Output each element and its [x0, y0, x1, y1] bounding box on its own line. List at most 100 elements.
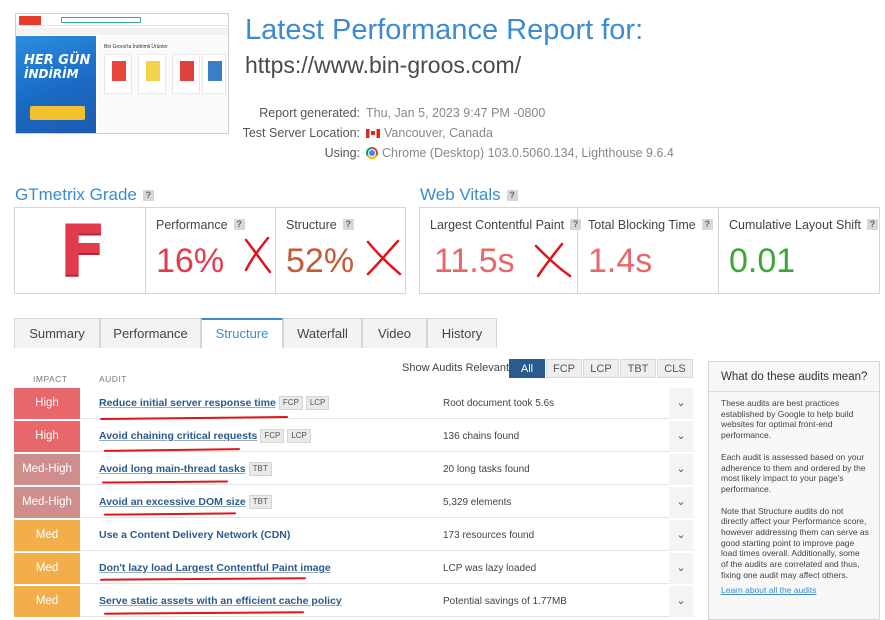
cls-value: 0.01 [729, 242, 796, 280]
vitals-box: Largest Contentful Paint? 11.5s Total Bl… [419, 207, 880, 294]
chevron-down-icon[interactable]: ⌄ [669, 586, 693, 617]
audit-row[interactable]: Med-High Avoid long main-thread tasks TBT… [14, 454, 694, 485]
audit-info-panel: What do these audits mean? These audits … [708, 361, 880, 620]
audit-name[interactable]: Avoid an excessive DOM size TBT [99, 487, 272, 518]
performance-label: Performance? [156, 218, 245, 232]
help-icon[interactable]: ? [570, 219, 582, 230]
help-icon[interactable]: ? [506, 190, 518, 201]
help-icon[interactable]: ? [233, 219, 245, 230]
audit-row[interactable]: High Reduce initial server response time… [14, 388, 694, 419]
audit-filter-label: Show Audits Relevant to [402, 362, 522, 374]
audit-result: Potential savings of 1.77MB [443, 596, 567, 607]
meta-value: Chrome (Desktop) 103.0.5060.134, Lightho… [382, 146, 674, 160]
tbt-value: 1.4s [588, 242, 653, 280]
filter-fcp-button[interactable]: FCP [546, 359, 582, 378]
tab-structure[interactable]: Structure [201, 318, 283, 349]
audit-name[interactable]: Reduce initial server response time FCP LC… [99, 388, 330, 419]
help-icon[interactable]: ? [701, 219, 713, 230]
help-icon[interactable]: ? [142, 190, 154, 201]
thumb-banner: HER GÜN İNDİRİM [16, 36, 96, 133]
chevron-down-icon[interactable]: ⌄ [669, 421, 693, 452]
impact-column-header: IMPACT [33, 374, 68, 384]
structure-label: Structure? [286, 218, 354, 232]
tbt-cell: Total Blocking Time? 1.4s [578, 208, 719, 293]
thumb-logo [19, 16, 41, 25]
audit-tag: FCP [278, 396, 303, 410]
audit-row[interactable]: Med Use a Content Delivery Network (CDN)… [14, 520, 694, 551]
chevron-down-icon[interactable]: ⌄ [669, 553, 693, 584]
thumb-product-panel: Bin Groos'ta İndirimli Ürünler [98, 36, 228, 133]
audit-name[interactable]: Avoid chaining critical requests FCP LCP [99, 421, 311, 452]
audit-tag: TBT [248, 462, 272, 476]
lcp-label: Largest Contentful Paint? [430, 218, 582, 232]
meta-row-using: Using: Chrome (Desktop) 103.0.5060.134, L… [240, 144, 674, 164]
impact-badge: High [14, 421, 80, 452]
meta-label: Test Server Location: [242, 126, 360, 140]
audit-name[interactable]: Avoid long main-thread tasks TBT [99, 454, 272, 485]
tab-performance[interactable]: Performance [100, 318, 201, 348]
chevron-down-icon[interactable]: ⌄ [669, 520, 693, 551]
cls-cell: Cumulative Layout Shift? 0.01 [719, 208, 879, 293]
audit-row[interactable]: High Avoid chaining critical requests FCP… [14, 421, 694, 452]
report-title: Latest Performance Report for: [245, 14, 644, 46]
audit-result: 136 chains found [443, 431, 520, 442]
canada-flag-icon [366, 129, 380, 138]
audit-row[interactable]: Med-High Avoid an excessive DOM size TBT … [14, 487, 694, 518]
red-x-annotation [244, 236, 272, 274]
thumb-product [104, 54, 132, 94]
tab-video[interactable]: Video [362, 318, 427, 348]
thumb-banner-text-2: İNDİRİM [24, 67, 79, 81]
filter-lcp-button[interactable]: LCP [583, 359, 619, 378]
tab-history[interactable]: History [427, 318, 497, 348]
audit-name[interactable]: Don't lazy load Largest Contentful Paint… [99, 562, 331, 574]
chrome-icon [366, 147, 378, 159]
website-screenshot-thumbnail: HER GÜN İNDİRİM Bin Groos'ta İndirimli Ü… [15, 13, 229, 134]
impact-badge: Med [14, 520, 80, 551]
impact-badge: Med [14, 586, 80, 617]
filter-all-button[interactable]: All [509, 359, 545, 378]
audit-result: 173 resources found [443, 530, 535, 541]
learn-audits-link[interactable]: Learn about all the audits [721, 584, 817, 595]
audit-result: Root document took 5.6s [443, 398, 555, 409]
report-tabs: Summary Performance Structure Waterfall … [14, 318, 880, 349]
vitals-section-title: Web Vitals? [420, 185, 518, 205]
help-icon[interactable]: ? [342, 219, 354, 230]
structure-score-cell: Structure? 52% [276, 208, 405, 293]
meta-row-location: Test Server Location: Vancouver, Canada [240, 124, 674, 144]
audit-column-header: AUDIT [99, 374, 127, 384]
red-x-annotation [534, 242, 572, 278]
lcp-cell: Largest Contentful Paint? 11.5s [420, 208, 582, 293]
thumb-product [172, 54, 200, 94]
audit-tag: TBT [248, 495, 272, 509]
report-url: https://www.bin-groos.com/ [245, 52, 522, 78]
meta-row-generated: Report generated: Thu, Jan 5, 2023 9:47 P… [240, 104, 674, 124]
info-paragraph: These audits are best practices establis… [721, 398, 854, 441]
thumb-topbar [16, 14, 228, 26]
chevron-down-icon[interactable]: ⌄ [669, 454, 693, 485]
help-icon[interactable]: ? [867, 219, 879, 230]
performance-value: 16% [156, 242, 225, 280]
tab-waterfall[interactable]: Waterfall [283, 318, 362, 348]
filter-cls-button[interactable]: CLS [657, 359, 693, 378]
cls-label: Cumulative Layout Shift? [729, 218, 879, 232]
grade-letter-cell: F [15, 208, 146, 293]
chevron-down-icon[interactable]: ⌄ [669, 487, 693, 518]
meta-value: Vancouver, Canada [384, 126, 493, 140]
audit-name[interactable]: Serve static assets with an efficient ca… [99, 595, 342, 607]
thumb-banner-product [30, 106, 85, 120]
filter-tbt-button[interactable]: TBT [620, 359, 656, 378]
audit-name[interactable]: Use a Content Delivery Network (CDN) [99, 529, 291, 541]
tab-summary[interactable]: Summary [14, 318, 100, 348]
audit-row[interactable]: Med Don't lazy load Largest Contentful P… [14, 553, 694, 584]
grade-section-title: GTmetrix Grade? [15, 185, 154, 205]
audit-result: 5,329 elements [443, 497, 512, 508]
thumb-banner-text-1: HER GÜN [24, 53, 91, 68]
meta-value: Thu, Jan 5, 2023 9:47 PM -0800 [366, 106, 546, 120]
chevron-down-icon[interactable]: ⌄ [669, 388, 693, 419]
thumb-nav [16, 28, 228, 35]
info-panel-body: These audits are best practices establis… [709, 392, 879, 595]
impact-badge: High [14, 388, 80, 419]
audit-row[interactable]: Med Serve static assets with an efficien… [14, 586, 694, 617]
red-x-annotation [366, 239, 402, 276]
meta-label: Report generated: [259, 106, 360, 120]
